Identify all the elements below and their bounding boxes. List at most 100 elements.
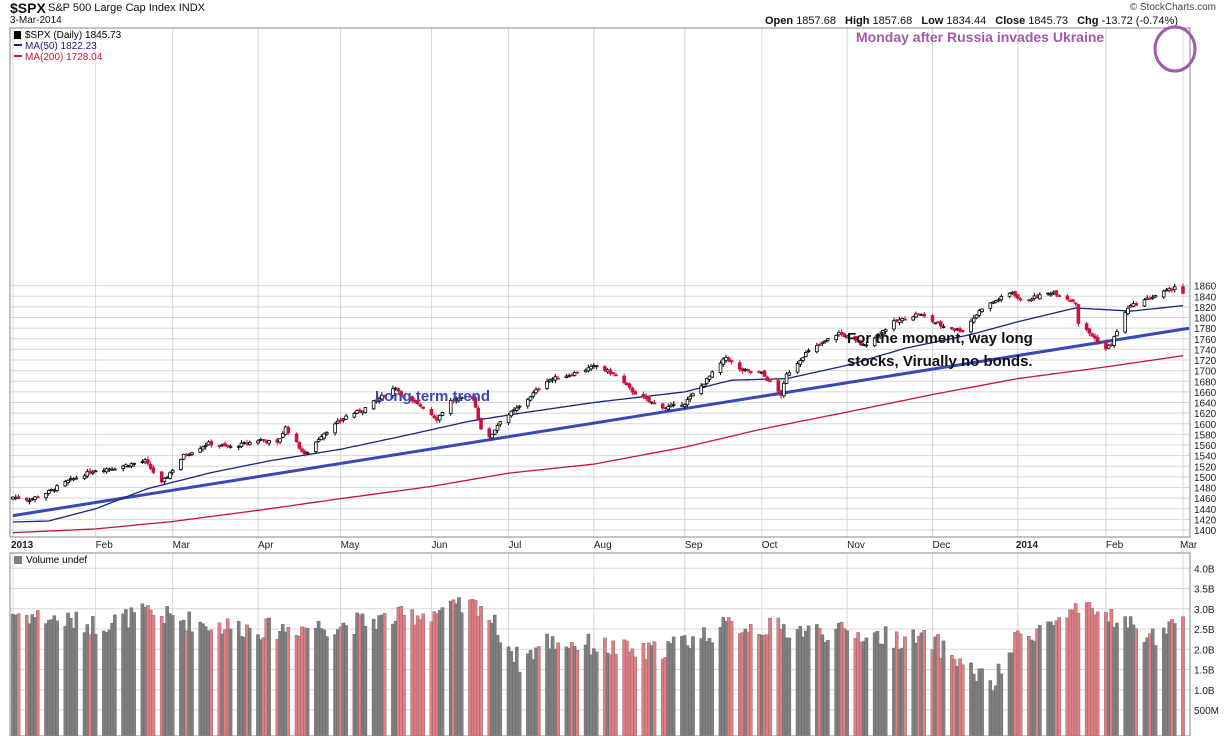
- price-candle: [170, 468, 175, 476]
- volume-tick-label: 2.5B: [1194, 625, 1215, 636]
- candle-body: [1071, 299, 1075, 303]
- price-tick-label: 1440: [1194, 505, 1217, 516]
- price-candle: [721, 357, 726, 368]
- candle-body: [225, 444, 230, 447]
- volume-bar: [459, 612, 464, 736]
- candle-body: [267, 439, 271, 444]
- price-candle: [432, 413, 436, 420]
- candle-body: [941, 325, 946, 328]
- candle-body: [859, 340, 863, 346]
- candle-body: [586, 367, 591, 372]
- price-tick-label: 1760: [1194, 335, 1217, 346]
- candle-body: [726, 357, 731, 362]
- price-candle: [66, 479, 70, 486]
- price-candle: [396, 387, 401, 394]
- price-candle: [429, 407, 434, 416]
- price-candle: [256, 439, 260, 445]
- price-candle: [247, 440, 252, 446]
- price-candle: [914, 311, 918, 319]
- price-candle: [209, 439, 213, 449]
- price-candle: [669, 402, 673, 408]
- price-candle: [1142, 298, 1147, 308]
- candle-body: [91, 471, 95, 474]
- price-candle: [881, 329, 885, 337]
- price-candle: [371, 400, 376, 410]
- volume-bar: [729, 621, 734, 736]
- candle-body: [795, 362, 800, 373]
- candle-body: [132, 462, 136, 465]
- candle-body: [113, 468, 117, 471]
- price-candle: [198, 445, 202, 453]
- date-tick-label: Dec: [932, 540, 950, 551]
- price-candle: [548, 378, 552, 383]
- candle-body: [575, 371, 580, 374]
- price-panel-frame: [9, 27, 1191, 538]
- candle-body: [652, 402, 657, 405]
- price-candle: [627, 382, 632, 391]
- price-candle: [515, 404, 519, 413]
- volume-bar: [594, 651, 599, 736]
- price-candle: [762, 369, 767, 378]
- candle-body: [336, 420, 340, 424]
- candle-body: [787, 372, 792, 376]
- candle-body: [528, 396, 533, 401]
- volume-bar: [633, 656, 637, 736]
- price-candle: [1076, 303, 1081, 327]
- candle-body: [209, 440, 213, 446]
- price-candle: [517, 405, 522, 410]
- volume-axis: 500M 1.0B 1.5B 2.0B 2.5B 3.0B 3.5B 4.0B: [1194, 564, 1219, 717]
- volume-bar: [498, 642, 503, 736]
- candle-body: [1016, 294, 1020, 299]
- candle-body: [382, 395, 387, 398]
- price-candle: [938, 320, 943, 330]
- volume-bar: [74, 611, 79, 736]
- candle-body: [729, 360, 734, 363]
- candle-body: [203, 445, 208, 448]
- price-candle: [1093, 333, 1097, 342]
- candle-body: [988, 302, 993, 309]
- price-candle: [737, 360, 742, 372]
- price-candle: [415, 399, 420, 406]
- candle-body: [363, 407, 368, 413]
- price-candle: [377, 396, 381, 404]
- legend-ma50: MA(50) 1822.23: [25, 41, 97, 52]
- volume-tick-label: 500M: [1194, 706, 1219, 717]
- price-candle: [314, 441, 318, 454]
- price-candle: [749, 370, 753, 375]
- price-candle: [159, 471, 164, 484]
- price-candle: [476, 405, 481, 421]
- candle-body: [853, 335, 858, 341]
- ma50-line-group: [12, 305, 1184, 523]
- candle-body: [1057, 295, 1061, 298]
- candle-body: [911, 316, 915, 321]
- volume-bar: [537, 646, 541, 736]
- price-candle: [991, 300, 995, 305]
- candle-body: [223, 443, 227, 446]
- price-candle: [534, 387, 538, 395]
- candle-body: [845, 335, 849, 339]
- price-tick-label: 1600: [1194, 420, 1217, 431]
- candle-body: [181, 453, 186, 460]
- price-candle: [74, 475, 79, 480]
- candle-body: [782, 382, 786, 397]
- candle-body: [883, 329, 888, 332]
- candle-body: [333, 423, 337, 434]
- candle-body: [457, 397, 461, 401]
- price-candle: [473, 395, 478, 408]
- date-tick-label: Aug: [594, 540, 612, 551]
- candle-body: [999, 296, 1004, 301]
- price-candle: [63, 479, 68, 488]
- price-candle: [1106, 344, 1111, 349]
- volume-tick-label: 2.0B: [1194, 645, 1215, 656]
- candle-body: [1123, 312, 1127, 333]
- price-candle: [1134, 301, 1138, 307]
- price-candle: [1172, 283, 1177, 293]
- price-candle: [509, 410, 514, 418]
- volume-bar: [1057, 617, 1061, 736]
- price-tick-label: 1820: [1194, 303, 1217, 314]
- candle-body: [627, 383, 632, 388]
- candle-body: [980, 308, 984, 312]
- price-candle: [1181, 283, 1185, 295]
- candle-body: [325, 432, 329, 435]
- price-candle: [974, 314, 979, 320]
